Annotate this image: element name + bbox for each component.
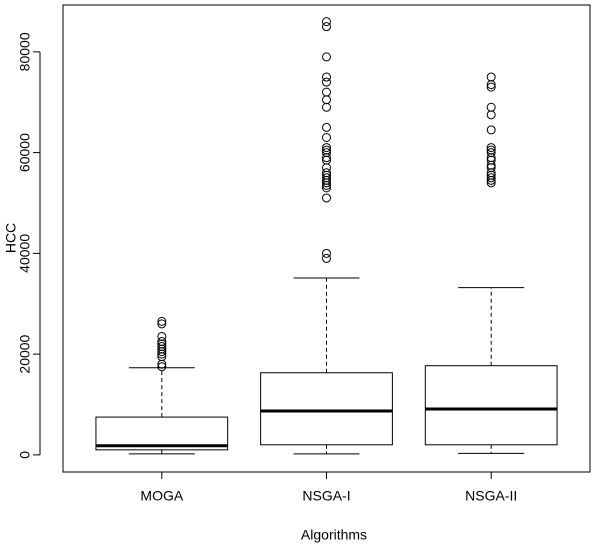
outlier	[486, 72, 496, 82]
x-tick-label: NSGA-II	[465, 488, 517, 504]
outlier	[157, 331, 167, 341]
x-tick-label: NSGA-I	[302, 488, 350, 504]
y-tick-label: 20000	[17, 334, 33, 373]
y-tick-label: 60000	[17, 133, 33, 172]
y-axis-title: HCC	[3, 223, 19, 253]
outlier	[322, 17, 331, 27]
outlier	[322, 52, 331, 62]
outlier	[322, 148, 331, 158]
outlier	[157, 362, 167, 372]
outlier	[157, 342, 167, 352]
outlier	[322, 102, 331, 112]
outlier	[322, 253, 331, 263]
y-tick-label: 0	[17, 451, 33, 459]
outlier	[322, 77, 331, 87]
outlier	[322, 193, 331, 203]
outlier	[322, 173, 331, 183]
outlier	[486, 125, 496, 135]
outlier	[322, 95, 331, 105]
outlier	[322, 143, 331, 153]
plot-frame	[62, 4, 591, 473]
outlier	[486, 173, 496, 183]
outlier	[486, 110, 496, 120]
y-tick-label: 40000	[17, 234, 33, 273]
outlier	[157, 316, 167, 326]
outlier	[486, 82, 496, 92]
outlier	[322, 163, 331, 173]
box	[95, 416, 229, 451]
x-tick-label: MOGA	[140, 488, 183, 504]
outlier	[322, 122, 331, 132]
outlier	[157, 337, 167, 347]
outlier	[322, 248, 331, 258]
outlier	[322, 72, 331, 82]
outlier	[322, 132, 331, 142]
outlier	[486, 148, 496, 158]
box	[260, 372, 393, 446]
outlier	[322, 168, 331, 178]
y-tick-label: 80000	[17, 32, 33, 71]
outlier	[322, 87, 331, 97]
box	[424, 365, 558, 446]
outlier	[486, 143, 496, 153]
outlier	[322, 22, 331, 32]
outlier	[486, 145, 496, 155]
outlier	[157, 319, 167, 329]
outlier	[322, 145, 331, 155]
x-axis-title: Algorithms	[301, 527, 367, 543]
outlier	[486, 102, 496, 112]
